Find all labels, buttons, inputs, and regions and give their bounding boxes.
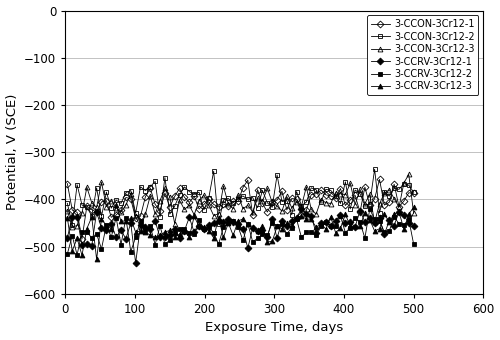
3-CCRV-3Cr12-1 (132, 261, 138, 265)
3-CCRV-3Cr12-2 (74, 253, 80, 257)
3-CCON-3Cr12-1 (391, 182, 397, 186)
3-CCRV-3Cr12-3 (113, 203, 119, 207)
3-CCON-3Cr12-2 (391, 186, 397, 190)
3-CCRV-3Cr12-1 (298, 207, 304, 211)
3-CCRV-3Cr12-2 (410, 242, 416, 246)
3-CCON-3Cr12-1 (376, 177, 382, 182)
3-CCON-3Cr12-3 (186, 203, 192, 207)
3-CCON-3Cr12-3 (138, 225, 143, 230)
3-CCON-3Cr12-2 (64, 201, 70, 205)
3-CCRV-3Cr12-2 (264, 233, 270, 237)
3-CCON-3Cr12-3 (304, 185, 310, 189)
Y-axis label: Potential, V (SCE): Potential, V (SCE) (6, 94, 18, 210)
3-CCON-3Cr12-3 (113, 206, 119, 210)
3-CCON-3Cr12-3 (386, 188, 392, 192)
3-CCRV-3Cr12-2 (304, 230, 310, 234)
3-CCRV-3Cr12-3 (64, 216, 70, 220)
3-CCRV-3Cr12-1 (186, 215, 192, 219)
3-CCON-3Cr12-3 (406, 172, 412, 176)
3-CCON-3Cr12-3 (64, 209, 70, 213)
3-CCRV-3Cr12-1 (264, 235, 270, 239)
Line: 3-CCON-3Cr12-1: 3-CCON-3Cr12-1 (65, 177, 416, 241)
3-CCON-3Cr12-1 (186, 201, 192, 205)
Line: 3-CCRV-3Cr12-2: 3-CCRV-3Cr12-2 (65, 207, 416, 257)
3-CCON-3Cr12-1 (118, 208, 124, 212)
Line: 3-CCRV-3Cr12-1: 3-CCRV-3Cr12-1 (65, 207, 416, 266)
3-CCRV-3Cr12-2 (118, 243, 124, 247)
Line: 3-CCON-3Cr12-3: 3-CCON-3Cr12-3 (65, 172, 416, 230)
3-CCRV-3Cr12-1 (308, 214, 314, 218)
3-CCRV-3Cr12-2 (391, 215, 397, 219)
3-CCRV-3Cr12-1 (64, 236, 70, 240)
3-CCON-3Cr12-1 (64, 182, 70, 186)
3-CCON-3Cr12-2 (304, 200, 310, 204)
3-CCRV-3Cr12-3 (294, 215, 300, 219)
3-CCON-3Cr12-2 (288, 213, 294, 217)
3-CCRV-3Cr12-2 (186, 231, 192, 235)
3-CCON-3Cr12-2 (69, 223, 75, 227)
3-CCRV-3Cr12-3 (410, 205, 416, 209)
3-CCRV-3Cr12-1 (410, 224, 416, 228)
3-CCON-3Cr12-2 (372, 167, 378, 171)
3-CCON-3Cr12-3 (410, 211, 416, 216)
3-CCRV-3Cr12-1 (288, 219, 294, 223)
3-CCRV-3Cr12-3 (308, 217, 314, 221)
3-CCON-3Cr12-1 (79, 237, 85, 241)
3-CCON-3Cr12-1 (410, 191, 416, 195)
3-CCRV-3Cr12-1 (113, 235, 119, 239)
3-CCON-3Cr12-2 (118, 201, 124, 205)
3-CCRV-3Cr12-3 (191, 215, 197, 219)
Line: 3-CCON-3Cr12-2: 3-CCON-3Cr12-2 (65, 167, 416, 227)
3-CCON-3Cr12-2 (186, 189, 192, 193)
X-axis label: Exposure Time, days: Exposure Time, days (205, 321, 344, 335)
3-CCON-3Cr12-3 (264, 186, 270, 190)
Line: 3-CCRV-3Cr12-3: 3-CCRV-3Cr12-3 (65, 202, 416, 262)
3-CCRV-3Cr12-3 (391, 212, 397, 216)
3-CCON-3Cr12-2 (264, 201, 270, 205)
3-CCRV-3Cr12-2 (288, 225, 294, 230)
3-CCRV-3Cr12-3 (269, 239, 275, 243)
3-CCRV-3Cr12-3 (94, 257, 100, 261)
3-CCON-3Cr12-1 (264, 210, 270, 214)
3-CCRV-3Cr12-2 (64, 252, 70, 256)
3-CCON-3Cr12-1 (288, 197, 294, 201)
3-CCRV-3Cr12-2 (366, 207, 372, 211)
3-CCON-3Cr12-3 (288, 206, 294, 210)
3-CCON-3Cr12-1 (304, 208, 310, 212)
Legend: 3-CCON-3Cr12-1, 3-CCON-3Cr12-2, 3-CCON-3Cr12-3, 3-CCRV-3Cr12-1, 3-CCRV-3Cr12-2, : 3-CCON-3Cr12-1, 3-CCON-3Cr12-2, 3-CCON-3… (366, 15, 478, 95)
3-CCON-3Cr12-2 (410, 190, 416, 194)
3-CCRV-3Cr12-1 (391, 224, 397, 228)
3-CCRV-3Cr12-3 (123, 219, 129, 223)
